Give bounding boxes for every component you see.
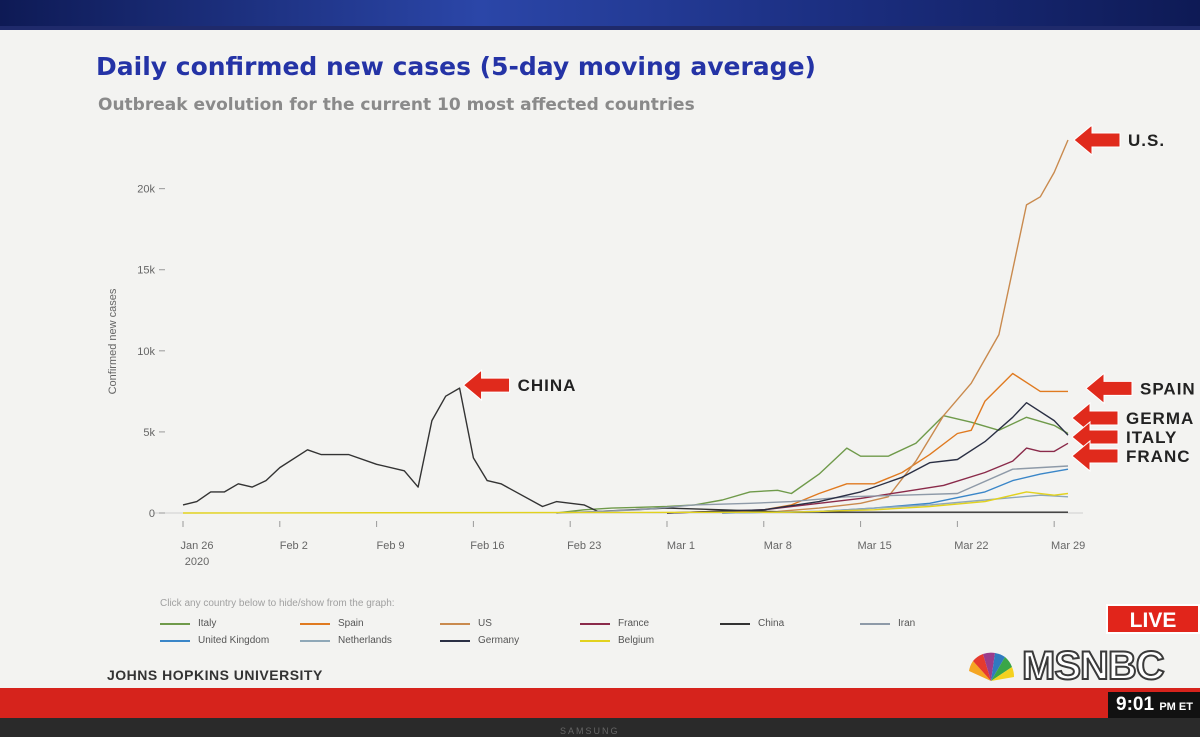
x-tick-label: Feb 9 — [377, 540, 405, 552]
annotation-arrow-icon-china — [462, 369, 511, 402]
series-line-germany — [666, 402, 1069, 514]
legend-item-netherlands[interactable]: Netherlands — [300, 635, 392, 646]
network-logo: MSNBC — [966, 643, 1166, 689]
legend-swatch — [440, 622, 470, 625]
legend-item-belgium[interactable]: Belgium — [580, 635, 654, 646]
legend-swatch — [580, 639, 610, 642]
legend-hint: Click any country below to hide/show fro… — [160, 598, 395, 609]
legend-item-us[interactable]: US — [440, 618, 492, 629]
series-line-iran — [556, 465, 1069, 514]
y-tick-label: 0 — [149, 508, 155, 520]
chart-legend: Italy Spain US France China Iran United Kingdo… — [160, 618, 960, 658]
x-tick-label: Mar 8 — [764, 540, 792, 552]
peacock-icon — [969, 652, 1015, 681]
x-tick-label: Mar 1 — [667, 540, 695, 552]
y-axis-label: Confirmed new cases — [107, 288, 119, 394]
series-line-us — [722, 139, 1069, 514]
legend-label: Germany — [478, 635, 520, 646]
legend-label: Spain — [338, 618, 364, 629]
annotation-label-italy: ITALY — [1126, 428, 1177, 447]
legend-swatch — [300, 622, 330, 625]
legend-label: Belgium — [618, 635, 655, 646]
series-line-france — [666, 442, 1069, 514]
legend-label: Netherlands — [338, 635, 392, 646]
legend-item-spain[interactable]: Spain — [300, 618, 364, 629]
legend-label: United Kingdom — [198, 635, 270, 646]
bottom-banner — [0, 688, 1200, 737]
legend-swatch — [160, 639, 190, 642]
legend-item-united-kingdom[interactable]: United Kingdom — [160, 635, 269, 646]
annotation-label-germa: GERMA — [1126, 409, 1194, 428]
legend-label: US — [478, 618, 492, 629]
chart-title: Daily confirmed new cases (5-day moving … — [96, 52, 816, 81]
legend-label: Italy — [198, 618, 217, 629]
legend-swatch — [300, 639, 330, 642]
tv-brand: SAMSUNG — [560, 726, 620, 736]
x-tick-label: Mar 29 — [1051, 540, 1085, 552]
series-line-italy — [556, 415, 1069, 514]
annotation-label-spain: SPAIN — [1140, 379, 1196, 398]
chart-subtitle: Outbreak evolution for the current 10 mo… — [98, 95, 695, 115]
legend-label: Iran — [898, 618, 916, 629]
top-banner — [0, 0, 1200, 30]
network-name: MSNBC — [1021, 643, 1166, 689]
legend-item-germany[interactable]: Germany — [440, 635, 519, 646]
live-badge: LIVE — [1106, 604, 1200, 634]
y-tick-label: 15k — [137, 265, 155, 277]
x-tick-label: Jan 26 — [180, 540, 213, 552]
source-label: JOHNS HOPKINS UNIVERSITY — [107, 667, 323, 683]
x-tick-label: Feb 23 — [567, 540, 601, 552]
legend-item-china[interactable]: China — [720, 618, 784, 629]
legend-label: China — [758, 618, 785, 629]
clock-time: 9:01 — [1116, 694, 1155, 715]
legend-swatch — [580, 622, 610, 625]
y-tick-label: 5k — [143, 427, 155, 439]
annotation-arrow-icon-us — [1073, 123, 1121, 157]
legend-item-italy[interactable]: Italy — [160, 618, 216, 629]
series-line-belgium — [182, 491, 1069, 514]
annotation-arrow-icon-germa — [1071, 401, 1119, 435]
annotation-arrow-icon-italy — [1071, 420, 1119, 454]
legend-swatch — [440, 639, 470, 642]
annotation-label-us: U.S. — [1128, 131, 1165, 150]
x-tick-label: Mar 22 — [954, 540, 988, 552]
annotation-label-china: CHINA — [518, 376, 577, 395]
legend-label: France — [618, 618, 650, 629]
x-tick-sublabel: 2020 — [185, 556, 209, 568]
legend-swatch — [860, 622, 890, 625]
clock-suffix: PM ET — [1159, 701, 1193, 713]
y-tick-label: 20k — [137, 184, 155, 196]
x-tick-label: Feb 2 — [280, 540, 308, 552]
series-line-spain — [722, 372, 1068, 514]
legend-swatch — [160, 622, 190, 625]
legend-swatch — [720, 622, 750, 625]
annotation-label-franc: FRANC — [1126, 447, 1191, 466]
x-tick-label: Feb 16 — [470, 540, 504, 552]
clock: 9:01 PM ET — [1108, 692, 1200, 718]
series-line-china — [182, 387, 1068, 513]
annotation-arrow-icon-spain — [1085, 372, 1133, 405]
y-tick-label: 10k — [137, 346, 155, 358]
legend-item-iran[interactable]: Iran — [860, 618, 915, 629]
x-tick-label: Mar 15 — [857, 540, 891, 552]
legend-item-france[interactable]: France — [580, 618, 649, 629]
series-line-netherlands — [722, 494, 1069, 514]
annotation-arrow-icon-franc — [1071, 439, 1119, 473]
